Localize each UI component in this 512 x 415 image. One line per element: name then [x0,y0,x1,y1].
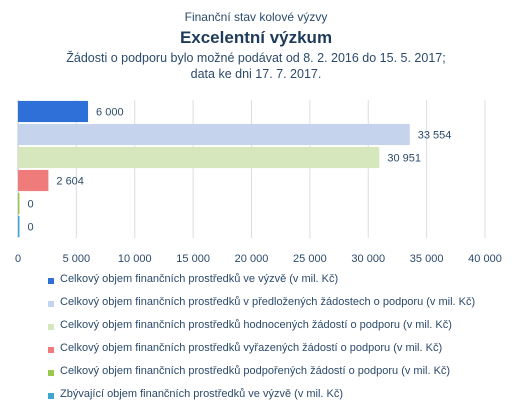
x-tick-label: 30 000 [351,253,385,265]
data-label: 30 951 [387,153,421,165]
legend-swatch [48,347,54,353]
x-tick-label: 0 [15,253,21,265]
x-tick-label: 10 000 [118,253,152,265]
legend-label: Celkový objem finančních prostředků hodn… [60,319,452,331]
bar [18,215,20,238]
legend-swatch [48,278,54,284]
legend-swatch [48,301,54,307]
chart-title: Excelentní výzkum [179,28,333,47]
bar [18,169,49,192]
chart-subtitle-line-2: data ke dni 17. 7. 2017. [190,67,322,81]
legend-label: Celkový objem finančních prostředků v př… [60,296,476,308]
legend-swatch [48,393,54,399]
bar [18,146,380,169]
legend-label: Zbývající objem finančních prostředků ve… [60,388,344,400]
data-label: 33 554 [418,130,452,142]
legend-label: Celkový objem finančních prostředků ve v… [60,273,339,285]
chart-supertitle: Finanční stav kolové výzvy [184,10,328,24]
legend-label: Celkový objem finančních prostředků podp… [60,365,451,377]
bar [18,100,89,123]
x-tick-label: 25 000 [293,253,327,265]
data-label: 0 [28,199,34,211]
data-label: 6 000 [96,107,124,119]
data-label: 0 [28,222,34,234]
x-tick-label: 35 000 [410,253,444,265]
legend-label: Celkový objem finančních prostředků vyřa… [60,342,443,354]
x-tick-label: 20 000 [235,253,269,265]
x-tick-label: 15 000 [176,253,210,265]
bar [18,192,20,215]
x-tick-label: 40 000 [468,253,502,265]
legend-swatch [48,324,54,330]
legend-swatch [48,370,54,376]
data-label: 2 604 [56,176,84,188]
bar [18,123,410,146]
x-tick-label: 5 000 [63,253,91,265]
chart-subtitle-line-1: Žádosti o podporu bylo možné podávat od … [66,51,446,65]
